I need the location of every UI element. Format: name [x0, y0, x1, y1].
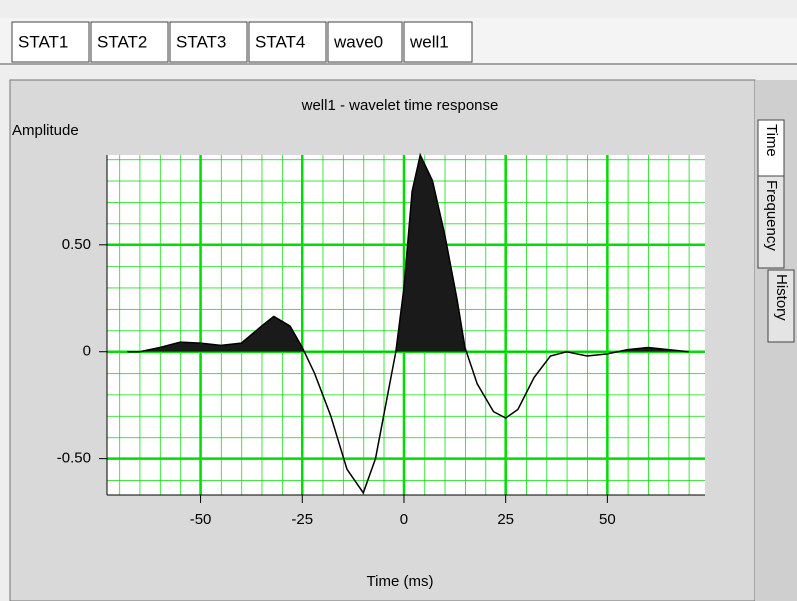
side-tabs: Time Frequency History — [757, 119, 795, 343]
side-tab-label[interactable]: Time — [763, 124, 780, 157]
tab[interactable] — [403, 21, 473, 63]
tab[interactable] — [327, 21, 403, 63]
tab-label[interactable]: STAT4 — [255, 32, 305, 51]
y-axis-label: Amplitude — [12, 122, 79, 139]
wavelet-line — [127, 152, 689, 495]
x-tick-label: 0 — [400, 511, 408, 528]
y-tick-label: 0 — [83, 343, 91, 360]
tab-label[interactable]: well1 — [409, 32, 449, 51]
chart: well1 - wavelet time response Amplitude … — [12, 97, 705, 590]
tab-label[interactable]: STAT1 — [18, 32, 68, 51]
y-tick-label: -0.50 — [57, 450, 91, 467]
x-tick-label: -25 — [291, 511, 313, 528]
side-tab[interactable] — [757, 119, 785, 177]
x-tick-label: 25 — [497, 511, 514, 528]
x-axis-label: Time (ms) — [367, 573, 434, 590]
tab-label[interactable]: STAT2 — [97, 32, 147, 51]
tab-label[interactable]: STAT3 — [176, 32, 226, 51]
side-tab[interactable] — [757, 175, 785, 269]
side-tab-label[interactable]: History — [773, 274, 790, 321]
x-tick-label: 50 — [599, 511, 616, 528]
tab[interactable] — [90, 21, 169, 63]
tab[interactable] — [169, 21, 248, 63]
tab-label[interactable]: wave0 — [333, 32, 383, 51]
x-tick-label: -50 — [190, 511, 212, 528]
side-tab-label[interactable]: Frequency — [763, 180, 780, 251]
tabs: STAT1 STAT2 STAT3 STAT4 wave0 well1 — [11, 21, 473, 63]
positive-fill — [139, 155, 689, 352]
side-tab[interactable] — [767, 269, 795, 343]
tab[interactable] — [11, 21, 90, 63]
tab[interactable] — [248, 21, 327, 63]
y-tick-label: 0.50 — [62, 236, 91, 253]
chart-title: well1 - wavelet time response — [301, 97, 499, 114]
